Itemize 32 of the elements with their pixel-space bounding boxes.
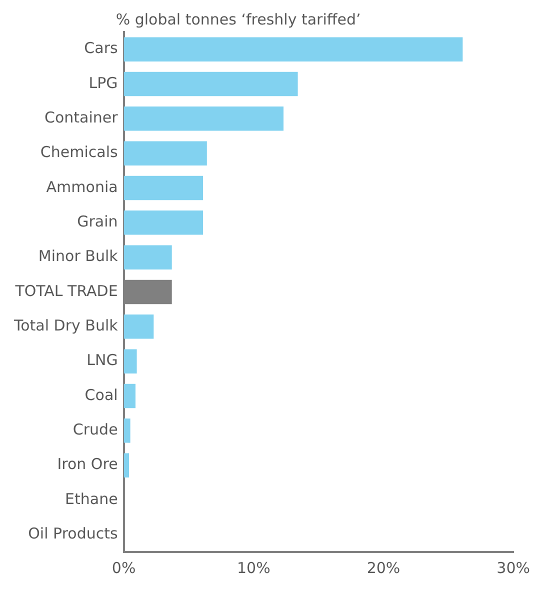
- chart-title: % global tonnes ‘freshly tariffed’: [116, 10, 361, 28]
- x-tick-label: 30%: [496, 558, 530, 577]
- y-tick-label: LNG: [86, 351, 118, 370]
- bar: [124, 106, 284, 131]
- bar: [124, 418, 130, 443]
- bar: [124, 245, 172, 270]
- bar: [124, 210, 204, 235]
- bar: [124, 37, 463, 62]
- bar: [124, 141, 207, 166]
- y-tick-label: Iron Ore: [57, 455, 118, 474]
- y-tick-label: Chemicals: [40, 143, 118, 162]
- y-tick-label: Cars: [84, 39, 118, 58]
- y-tick-label: Container: [44, 108, 119, 127]
- y-tick-label: Crude: [72, 420, 118, 439]
- y-tick-label: Oil Products: [28, 524, 118, 543]
- y-tick-label: TOTAL TRADE: [14, 282, 118, 300]
- y-tick-label: Minor Bulk: [38, 247, 118, 266]
- y-tick-label: LPG: [88, 74, 118, 92]
- y-tick-label: Total Dry Bulk: [12, 316, 118, 335]
- x-tick-label: 10%: [236, 558, 270, 577]
- bar: [124, 72, 298, 96]
- bar: [124, 453, 130, 478]
- bar: [124, 314, 154, 339]
- bar: [124, 384, 136, 408]
- y-tick-label: Ethane: [65, 490, 118, 508]
- bar: [124, 176, 204, 200]
- y-tick-label: Ammonia: [46, 178, 118, 196]
- y-tick-label: Grain: [77, 212, 118, 231]
- x-tick-label: 20%: [366, 558, 400, 577]
- x-tick-label: 0%: [112, 558, 136, 577]
- bar: [124, 349, 137, 374]
- y-tick-label: Coal: [84, 386, 118, 404]
